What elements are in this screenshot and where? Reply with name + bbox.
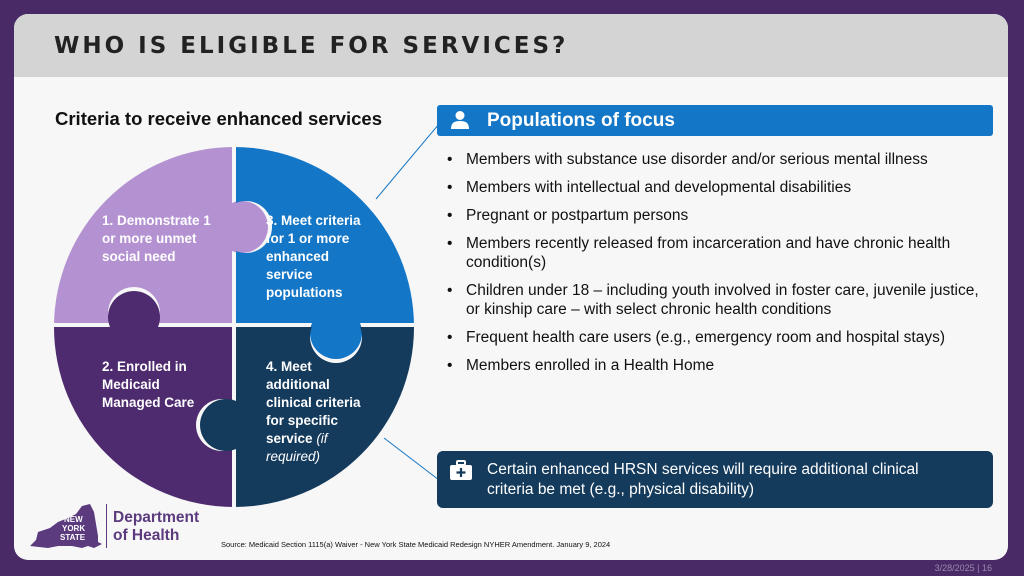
logo-divider bbox=[106, 504, 107, 548]
department-name: Department of Health bbox=[113, 509, 199, 545]
list-item: Members recently released from incarcera… bbox=[446, 234, 991, 272]
callout-line-populations bbox=[375, 123, 440, 200]
title-bar: WHO IS ELIGIBLE FOR SERVICES? bbox=[14, 14, 1008, 77]
piece-2-label: 2. Enrolled in Medicaid Managed Care bbox=[102, 359, 195, 410]
list-item: Members with substance use disorder and/… bbox=[446, 150, 991, 169]
logo-state-line1: NEW bbox=[64, 515, 83, 524]
piece-1-label: 1. Demonstrate 1 or more unmet social ne… bbox=[102, 213, 211, 264]
slide-title: WHO IS ELIGIBLE FOR SERVICES? bbox=[54, 33, 569, 59]
callout-lines bbox=[375, 123, 440, 481]
logo-state-line3: STATE bbox=[60, 533, 86, 542]
piece-4-label: 4. Meet additional clinical criteria for… bbox=[266, 358, 378, 466]
note-text: Certain enhanced HRSN services will requ… bbox=[487, 461, 919, 498]
medical-kit-icon bbox=[450, 460, 472, 480]
list-item: Members enrolled in a Health Home bbox=[446, 356, 991, 375]
source-citation: Source: Medicaid Section 1115(a) Waiver … bbox=[221, 540, 611, 549]
nys-map-logo: NEW YORK STATE bbox=[30, 504, 102, 548]
dept-line2: of Health bbox=[113, 527, 180, 544]
populations-header: Populations of focus bbox=[437, 105, 993, 136]
logo-state-line2: YORK bbox=[62, 524, 85, 533]
dept-line1: Department bbox=[113, 509, 200, 526]
callout-line-note bbox=[383, 437, 440, 481]
piece-4-note: (if required) bbox=[266, 431, 328, 464]
populations-title: Populations of focus bbox=[487, 110, 675, 131]
populations-list: Members with substance use disorder and/… bbox=[446, 150, 991, 384]
criteria-puzzle bbox=[54, 147, 414, 507]
list-item: Frequent health care users (e.g., emerge… bbox=[446, 328, 991, 347]
list-item: Members with intellectual and developmen… bbox=[446, 178, 991, 197]
slide: WHO IS ELIGIBLE FOR SERVICES? Criteria t… bbox=[14, 14, 1008, 560]
clinical-criteria-note: Certain enhanced HRSN services will requ… bbox=[437, 451, 993, 508]
list-item: Pregnant or postpartum persons bbox=[446, 206, 991, 225]
person-icon bbox=[451, 111, 469, 129]
piece-4-text: 4. Meet additional clinical criteria for… bbox=[266, 359, 361, 446]
list-item: Children under 18 – including youth invo… bbox=[446, 281, 991, 319]
slide-footer: 3/28/2025 | 16 bbox=[934, 563, 992, 573]
criteria-heading: Criteria to receive enhanced services bbox=[55, 108, 383, 129]
piece-3-label: 3. Meet criteria for 1 or more enhanced … bbox=[266, 213, 361, 300]
